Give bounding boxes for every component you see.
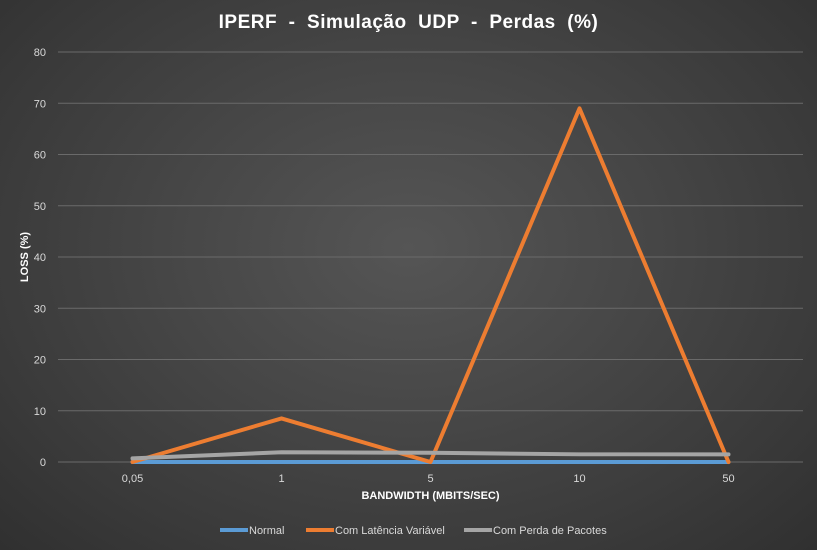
legend-item: Com Latência Variável (306, 525, 445, 537)
y-tick-label: 70 (34, 98, 46, 110)
y-tick-label: 80 (34, 47, 46, 59)
y-tick-label: 0 (40, 457, 46, 469)
y-tick-label: 20 (34, 355, 46, 367)
legend: Normal Com Latência Variável Com Perda de … (220, 525, 607, 537)
y-tick-label: 50 (34, 201, 46, 213)
x-tick-label: 10 (573, 473, 585, 485)
y-tick-label: 40 (34, 252, 46, 264)
y-tick-label: 30 (34, 303, 46, 315)
x-tick-label: 5 (427, 473, 433, 485)
x-tick-label: 1 (278, 473, 284, 485)
series-lines (130, 106, 731, 464)
legend-label: Com Perda de Pacotes (493, 525, 607, 537)
legend-item: Com Perda de Pacotes (464, 525, 607, 537)
x-axis-label: BANDWIDTH (MBITS/SEC) (361, 490, 499, 502)
y-tick-label: 60 (34, 150, 46, 162)
y-axis-label: LOSS (%) (19, 232, 31, 282)
gridlines (58, 51, 803, 463)
x-tick-label: 0,05 (122, 473, 143, 485)
y-axis-ticks: 0 10 20 30 40 50 60 70 80 (34, 47, 46, 469)
chart-title: IPERF - Simulação UDP - Perdas (%) (218, 12, 599, 33)
legend-label: Com Latência Variável (335, 525, 445, 537)
series-line-2 (130, 106, 731, 464)
x-tick-label: 50 (722, 473, 734, 485)
legend-item: Normal (220, 525, 284, 537)
x-axis-ticks: 0,05 1 5 10 50 (122, 473, 735, 485)
legend-label: Normal (249, 525, 284, 537)
y-tick-label: 10 (34, 406, 46, 418)
